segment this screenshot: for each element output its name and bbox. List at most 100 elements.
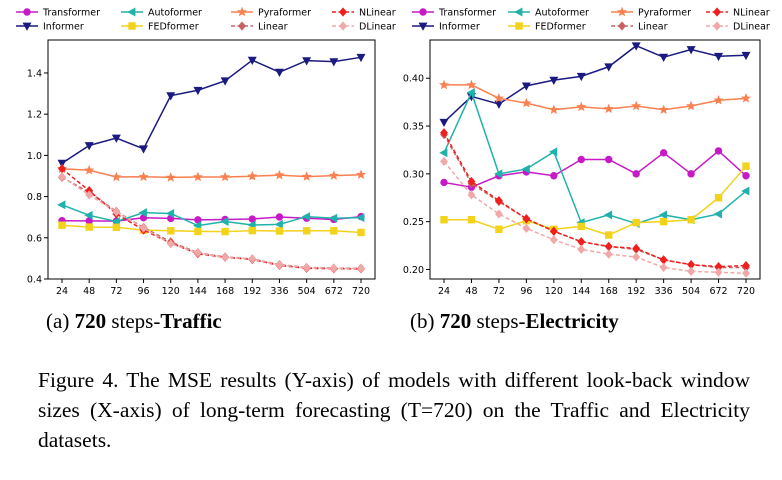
point-informer	[84, 142, 94, 151]
point-pyraformer	[301, 171, 312, 181]
point-nlinear	[604, 241, 613, 252]
point-informer	[111, 134, 121, 143]
point-transformer	[742, 172, 750, 180]
point-autoformer	[466, 88, 475, 98]
point-autoformer	[111, 217, 120, 226]
x-tick-label: 144	[189, 286, 207, 297]
subcaption-b-label: (b)	[410, 309, 435, 333]
series-line-pyraformer	[61, 168, 362, 179]
subcaption-a-dataset: Traffic	[160, 309, 222, 333]
x-tick-label: 24	[438, 286, 450, 297]
point-nlinear	[522, 214, 531, 224]
legend-label-pyraformer: Pyraformer	[638, 8, 691, 19]
legend-label-dlinear: DLinear	[733, 22, 770, 33]
point-fedformer	[167, 227, 175, 235]
y-tick-label: 0.40	[403, 74, 424, 85]
point-autoformer	[439, 148, 448, 158]
series-line-fedformer	[444, 165, 747, 236]
point-fedformer	[248, 226, 256, 235]
point-dlinear	[577, 244, 586, 254]
legend: Transformer Autoformer Pyraformer NLinear In…	[412, 6, 770, 33]
legend: Transformer Autoformer Pyraformer NLinear In…	[16, 6, 396, 33]
point-pyraformer	[84, 164, 95, 175]
series-line-linear	[443, 134, 746, 269]
plot-frame	[47, 39, 376, 280]
point-pyraformer	[138, 171, 149, 182]
y-tick-label: 0.25	[403, 217, 424, 228]
legend-label-transformer: Transformer	[42, 8, 100, 19]
point-informer	[494, 100, 504, 109]
point-transformer	[659, 149, 668, 157]
subcaption-a-mid: steps-	[106, 309, 161, 333]
point-fedformer	[467, 216, 476, 224]
point-pyraformer	[493, 93, 504, 103]
point-nlinear	[577, 237, 586, 247]
point-autoformer	[328, 213, 338, 223]
point-fedformer	[275, 227, 284, 235]
point-fedformer	[112, 223, 121, 231]
y-tick-label: 0.6	[27, 233, 42, 244]
point-pyraformer	[328, 170, 339, 180]
point-nlinear	[632, 243, 641, 254]
point-dlinear	[687, 266, 696, 276]
point-dlinear	[494, 209, 503, 219]
point-nlinear	[494, 195, 503, 206]
legend-marker-dlinear	[713, 21, 721, 31]
point-fedformer	[742, 162, 750, 170]
legend-label-dlinear: DLinear	[359, 22, 396, 33]
point-dlinear	[604, 249, 613, 259]
point-pyraformer	[274, 169, 285, 180]
legend-label-linear: Linear	[258, 22, 288, 33]
point-informer	[714, 52, 724, 62]
y-tick-label: 0.4	[27, 275, 42, 286]
x-tick-label: 192	[627, 286, 645, 297]
point-fedformer	[440, 216, 448, 224]
legend-label-transformer: Transformer	[438, 8, 496, 19]
point-informer	[604, 63, 614, 72]
point-informer	[549, 76, 559, 85]
y-tick-label: 1.0	[27, 151, 42, 162]
point-autoformer	[301, 212, 311, 222]
figure-caption: Figure 4. The MSE results (Y-axis) of mo…	[38, 368, 750, 452]
legend-marker-linear	[618, 21, 626, 31]
point-informer	[631, 42, 641, 51]
y-tick-label: 1.4	[27, 68, 42, 79]
point-transformer	[577, 155, 585, 164]
point-fedformer	[687, 216, 695, 224]
point-fedformer	[495, 225, 503, 233]
point-pyraformer	[603, 103, 614, 114]
plot-frame	[429, 39, 761, 280]
x-tick-label: 48	[83, 286, 95, 297]
legend-marker-transformer	[419, 8, 427, 16]
legend-label-fedformer: FEDformer	[535, 22, 586, 33]
legend-marker-transformer	[23, 8, 31, 16]
point-dlinear	[659, 262, 668, 273]
point-fedformer	[632, 218, 640, 227]
point-informer	[193, 86, 203, 96]
point-autoformer	[603, 210, 613, 220]
legend-label-pyraformer: Pyraformer	[258, 8, 311, 19]
legend-marker-pyraformer	[616, 6, 628, 17]
point-transformer	[275, 213, 284, 221]
legend-marker-pyraformer	[236, 6, 248, 17]
series-line-fedformer	[61, 224, 362, 234]
legend-marker-linear	[238, 21, 246, 31]
legend-marker-informer	[22, 22, 32, 31]
point-informer	[741, 51, 751, 61]
point-dlinear	[193, 248, 202, 258]
x-tick-label: 168	[600, 286, 618, 297]
point-autoformer	[494, 169, 503, 179]
point-dlinear	[85, 190, 94, 200]
point-dlinear	[522, 223, 531, 233]
legend-label-informer: Informer	[439, 22, 480, 33]
x-tick-label: 336	[655, 286, 673, 297]
point-informer	[302, 57, 312, 66]
series-line-dlinear	[61, 175, 362, 270]
point-fedformer	[659, 217, 668, 226]
y-tick-label: 0.20	[403, 265, 424, 276]
point-pyraformer	[438, 79, 450, 90]
point-transformer	[248, 215, 256, 223]
legend-label-autoformer: Autoformer	[535, 8, 589, 19]
chart-panel-a: 0.4 0.6 0.8 1.0 1.2 1.4 24 48 72 96 120 144 168 192 33…	[16, 6, 396, 297]
series-line-transformer	[443, 149, 747, 188]
